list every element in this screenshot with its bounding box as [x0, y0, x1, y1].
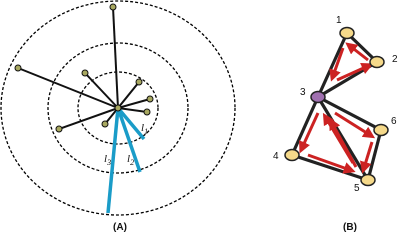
panel-b: 1 2 3 4 5 6 (B) — [273, 15, 398, 233]
distance-label: l2 — [127, 153, 134, 167]
node-label: 2 — [392, 54, 398, 65]
distance-label: l3 — [104, 153, 111, 167]
panel-a: l1 l2 l3 (A) — [0, 0, 236, 233]
outer-ring — [0, 0, 236, 216]
panel-label: (B) — [343, 222, 357, 233]
node-label: 4 — [273, 151, 279, 162]
points — [14, 3, 154, 133]
spokes — [17, 6, 151, 214]
cycle-arrows — [299, 42, 376, 174]
middle-ring — [47, 42, 189, 174]
inner-ring — [77, 71, 159, 145]
panel-label: (A) — [113, 222, 127, 233]
distance-label: l1 — [141, 122, 148, 136]
node-label: 3 — [300, 87, 306, 98]
node-label: 5 — [354, 183, 360, 194]
node-label: 6 — [391, 116, 397, 127]
node-label: 1 — [336, 15, 342, 26]
nodes — [284, 26, 389, 187]
